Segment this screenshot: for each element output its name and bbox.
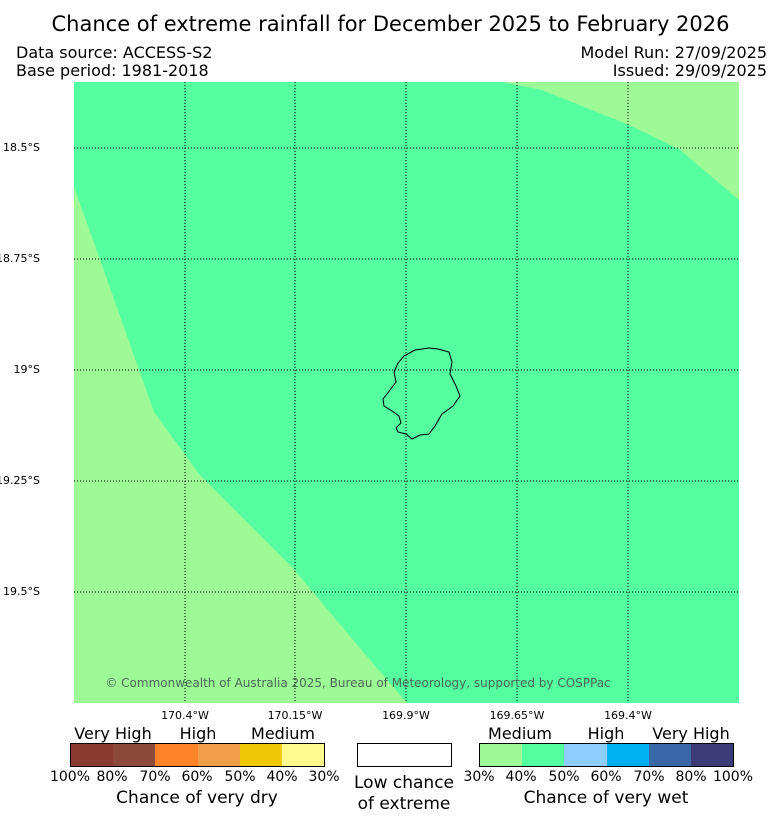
wet-swatch xyxy=(564,744,607,766)
lat-label: 19.25°S xyxy=(0,474,40,487)
lon-label: 169.65°W xyxy=(489,709,545,722)
dry-swatch xyxy=(281,744,325,766)
wet-40-50-region xyxy=(74,82,739,703)
low-chance-line1: Low chance xyxy=(354,773,454,793)
wet-tick: 50% xyxy=(548,769,580,785)
dry-swatch xyxy=(113,744,156,766)
dry-tick: 50% xyxy=(224,769,256,785)
low-chance-line2: of extreme xyxy=(357,794,451,814)
dry-legend-title: Chance of very dry xyxy=(116,788,278,808)
wet-colorbar xyxy=(479,743,734,767)
dry-tick: 30% xyxy=(308,769,340,785)
wet-swatch xyxy=(522,744,565,766)
island-coastline xyxy=(382,347,461,440)
rainfall-map[interactable]: © Commonwealth of Australia 2025, Bureau… xyxy=(74,82,739,703)
dry-category-very-high: Very High xyxy=(74,724,152,743)
lat-label: 18.5°S xyxy=(3,141,40,154)
lat-label: 18.75°S xyxy=(0,252,40,265)
dry-swatch xyxy=(71,744,114,766)
wet-tick: 80% xyxy=(675,769,707,785)
lat-label: 19°S xyxy=(13,363,40,376)
dry-colorbar xyxy=(70,743,325,767)
wet-category-medium: Medium xyxy=(488,724,552,743)
copyright-notice: © Commonwealth of Australia 2025, Bureau… xyxy=(105,676,610,690)
lon-label: 170.15°W xyxy=(267,709,323,722)
lon-label: 169.9°W xyxy=(382,709,430,722)
low-chance-label: Low chance of extreme xyxy=(354,773,454,815)
wet-category-high: High xyxy=(587,724,625,743)
wet-tick: 100% xyxy=(712,769,754,785)
dry-tick: 60% xyxy=(181,769,213,785)
lon-label: 170.4°W xyxy=(161,709,209,722)
wet-tick: 30% xyxy=(463,769,495,785)
dry-tick: 100% xyxy=(49,769,91,785)
wet-tick: 70% xyxy=(633,769,665,785)
base-period: Base period: 1981-2018 xyxy=(16,61,209,80)
dry-category-high: High xyxy=(179,724,217,743)
dry-tick: 70% xyxy=(139,769,171,785)
map-title: Chance of extreme rainfall for December … xyxy=(51,12,730,36)
wet-swatch xyxy=(606,744,649,766)
dry-swatch xyxy=(155,744,198,766)
dry-swatch xyxy=(197,744,240,766)
issued-date: Issued: 29/09/2025 xyxy=(612,61,767,80)
dry-tick: 40% xyxy=(266,769,298,785)
dry-category-medium: Medium xyxy=(251,724,315,743)
wet-swatch xyxy=(480,744,523,766)
wet-swatch xyxy=(648,744,691,766)
data-source: Data source: ACCESS-S2 xyxy=(16,43,213,62)
dry-swatch xyxy=(239,744,282,766)
wet-tick: 60% xyxy=(590,769,622,785)
lat-label: 19.5°S xyxy=(3,585,40,598)
wet-swatch xyxy=(690,744,734,766)
lon-label: 169.4°W xyxy=(604,709,652,722)
model-run: Model Run: 27/09/2025 xyxy=(580,43,768,62)
low-chance-swatch xyxy=(357,743,452,767)
wet-legend-title: Chance of very wet xyxy=(523,788,689,808)
wet-tick: 40% xyxy=(505,769,537,785)
wet-category-very-high: Very High xyxy=(652,724,730,743)
dry-tick: 80% xyxy=(96,769,128,785)
